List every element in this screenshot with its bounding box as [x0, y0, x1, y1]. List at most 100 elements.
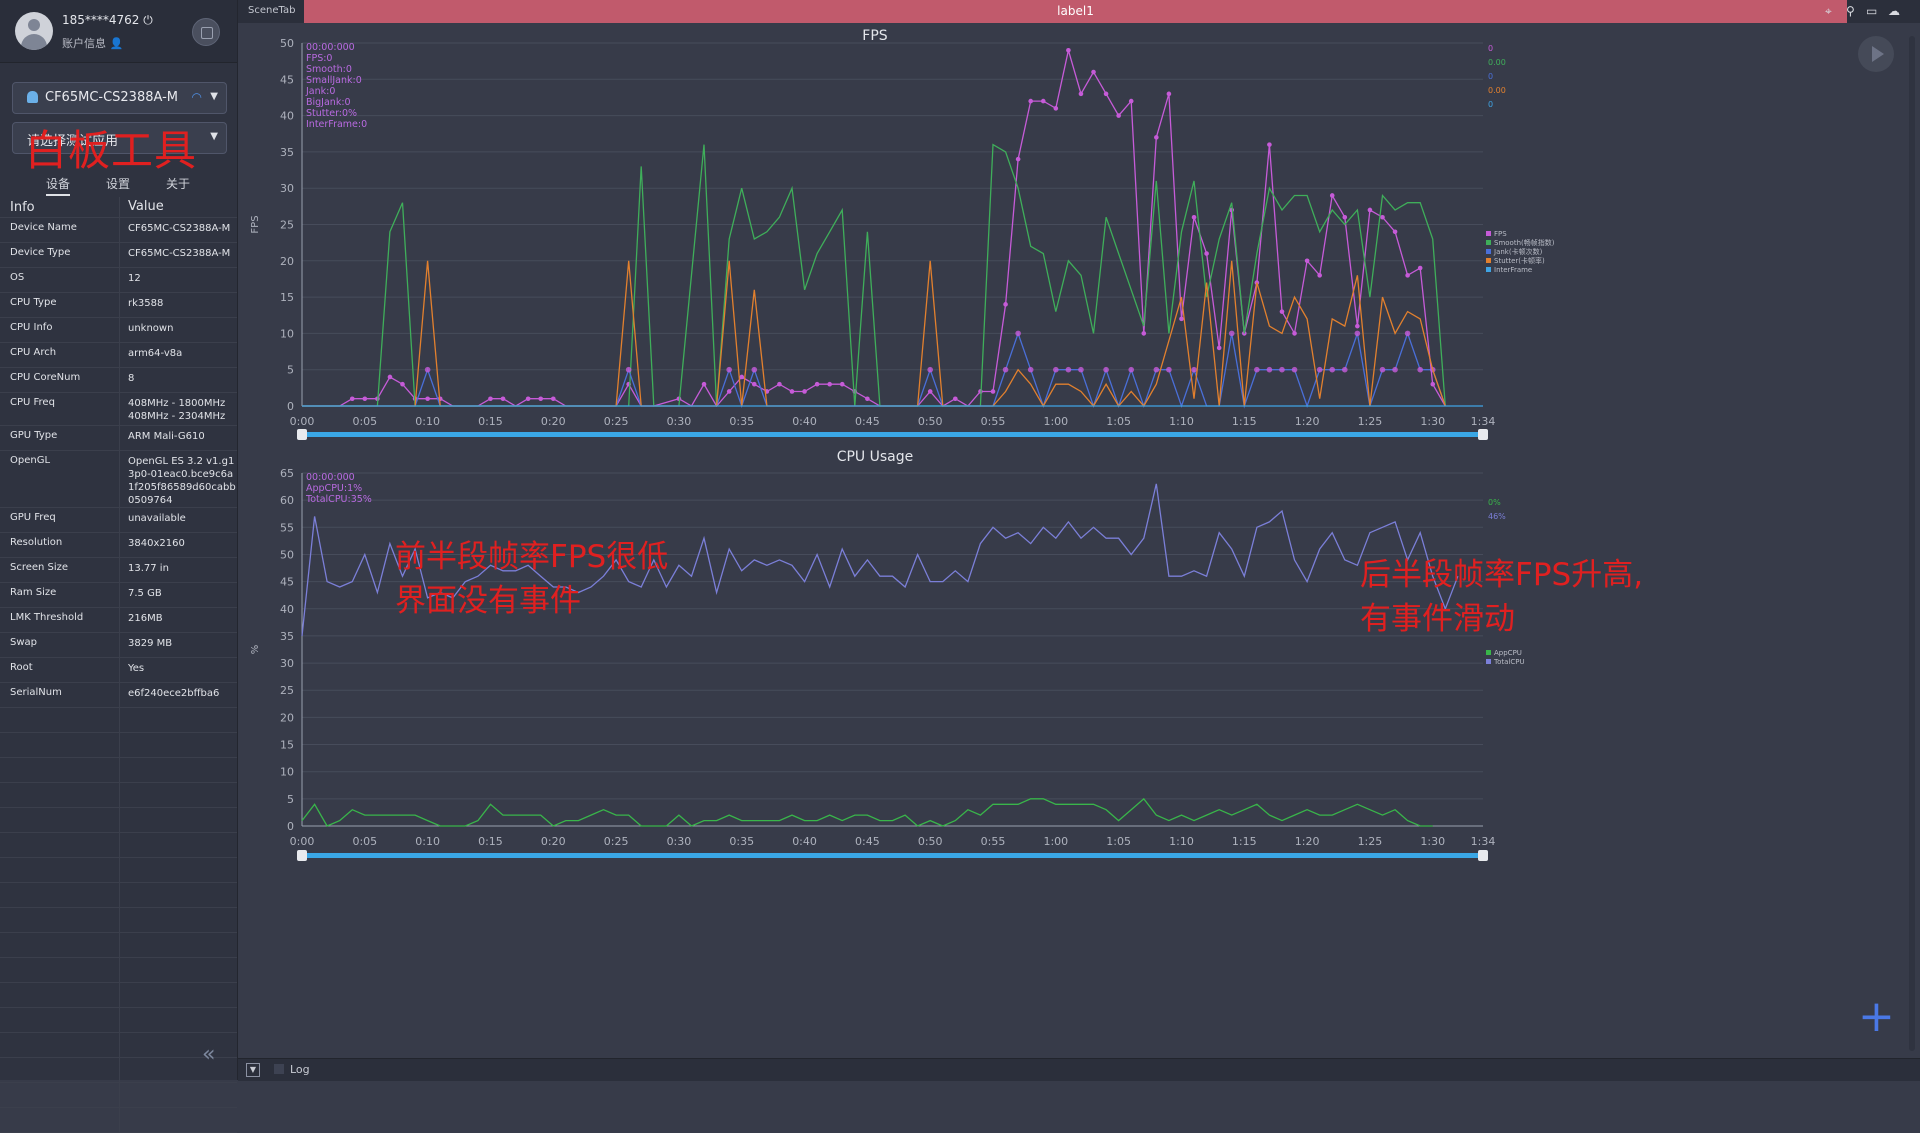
slider-handle-right — [1478, 429, 1488, 440]
data-point — [1053, 106, 1059, 111]
chevron-down-icon: ▼ — [210, 131, 218, 142]
annotation-left-line2: 界面没有事件 — [395, 583, 581, 619]
row-value: 408MHz - 1800MHz 408MHz - 2304MHz — [128, 398, 226, 422]
data-point — [1392, 229, 1398, 235]
y-tick-label: 20 — [280, 711, 294, 724]
table-row: CPU Type rk3588 — [0, 293, 237, 318]
play-button[interactable] — [1858, 36, 1894, 72]
legend-swatch — [1486, 249, 1491, 254]
data-point — [1392, 366, 1398, 373]
data-point — [1279, 366, 1285, 373]
data-point — [814, 381, 820, 387]
legend-swatch — [1486, 267, 1491, 272]
folder-icon[interactable]: ▭ — [1866, 4, 1878, 18]
table-row — [0, 1083, 237, 1108]
row-value: rk3588 — [128, 298, 164, 309]
y-tick-label: 60 — [280, 494, 294, 507]
current-value: 0 — [1488, 72, 1493, 81]
location-icon[interactable]: ⌖ — [1825, 4, 1832, 18]
current-value: 46% — [1488, 512, 1506, 521]
scene-tab-label1[interactable]: label1 — [304, 0, 1847, 23]
x-tick-label: 0:50 — [918, 835, 943, 848]
device-selector[interactable]: CF65MC-CS2388A-M ◠ ▼ — [12, 82, 227, 114]
row-key: OpenGL — [10, 455, 51, 466]
table-row — [0, 708, 237, 733]
y-tick-label: 30 — [280, 182, 294, 195]
info-readout: BigJank:0 — [306, 97, 351, 108]
y-tick-label: 0 — [287, 820, 294, 833]
x-tick-label: 1:25 — [1358, 415, 1383, 428]
x-tick-label: 1:10 — [1169, 415, 1194, 428]
x-tick-label: 0:50 — [918, 415, 943, 428]
table-row: Ram Size 7.5 GB — [0, 583, 237, 608]
row-key: SerialNum — [10, 687, 62, 698]
device-selector-value: CF65MC-CS2388A-M — [45, 90, 179, 105]
avatar[interactable] — [15, 12, 53, 50]
legend-swatch — [1486, 258, 1491, 263]
scene-tab-bar: SceneTab label1 ⌖ ⚲ ▭ ☁ — [238, 0, 1920, 23]
legend-swatch — [1486, 659, 1491, 664]
scrollbar[interactable] — [1909, 36, 1915, 1051]
add-chart-button[interactable]: + — [1858, 991, 1895, 1042]
y-tick-label: 15 — [280, 291, 294, 304]
app-selector[interactable]: 请选择测试应用 ▼ — [12, 122, 227, 154]
tab-settings[interactable]: 设置 — [106, 177, 131, 191]
user-settings-icon: 👤 — [109, 37, 124, 50]
data-point — [1015, 156, 1021, 162]
data-point — [1329, 193, 1335, 198]
x-tick-label: 0:40 — [792, 835, 817, 848]
cloud-icon[interactable]: ☁ — [1888, 4, 1900, 18]
data-point — [1003, 302, 1008, 307]
row-key: CPU Arch — [10, 347, 57, 358]
power-icon[interactable]: ⏻ — [143, 13, 153, 27]
table-row — [0, 758, 237, 783]
info-readout: Jank:0 — [305, 86, 335, 97]
table-row: Root Yes — [0, 658, 237, 683]
tab-about[interactable]: 关于 — [166, 177, 191, 191]
data-point — [1015, 330, 1021, 337]
x-tick-label: 0:20 — [541, 835, 566, 848]
sidebar: 185****4762 ⏻ 账户信息 👤 CF65MC-CS2388A-M ◠ … — [0, 0, 238, 1133]
row-value: 13.77 in — [128, 563, 169, 574]
data-point — [625, 366, 632, 373]
y-tick-label: 40 — [280, 110, 294, 123]
tab-device[interactable]: 设备 — [46, 175, 71, 196]
info-readout: AppCPU:1% — [306, 483, 362, 494]
x-tick-label: 1:34 — [1471, 415, 1496, 428]
x-tick-label: 0:55 — [981, 835, 1006, 848]
data-point — [1266, 366, 1273, 373]
annotation-right-line2: 有事件滑动 — [1360, 601, 1515, 637]
log-toggle-button[interactable]: ▼ — [246, 1063, 260, 1077]
series-line-stutter — [302, 260, 1446, 408]
current-value: 0% — [1488, 498, 1501, 507]
row-key: LMK Threshold — [10, 612, 84, 623]
data-point — [1354, 330, 1361, 337]
y-tick-label: 10 — [280, 327, 294, 340]
y-tick-label: 35 — [280, 630, 294, 643]
data-point — [751, 366, 758, 373]
x-tick-label: 1:05 — [1106, 835, 1131, 848]
row-value: arm64-v8a — [128, 348, 183, 359]
pin-icon[interactable]: ⚲ — [1846, 4, 1855, 18]
data-point — [1417, 265, 1423, 271]
info-readout: SmallJank:0 — [306, 75, 362, 86]
log-bar: ▼ Log — [238, 1058, 1920, 1081]
data-point — [1078, 91, 1084, 97]
table-row — [0, 983, 237, 1008]
collapse-sidebar-icon[interactable]: « — [202, 1042, 216, 1067]
row-key: Root — [10, 662, 33, 673]
data-point — [751, 381, 757, 387]
log-checkbox[interactable] — [274, 1064, 284, 1074]
data-point — [1404, 330, 1411, 337]
column-header-info: Info — [10, 200, 35, 215]
x-tick-label: 0:30 — [667, 415, 692, 428]
log-label: Log — [290, 1063, 310, 1076]
x-tick-label: 0:00 — [290, 835, 315, 848]
account-info-link[interactable]: 账户信息 👤 — [62, 37, 124, 50]
stop-button[interactable] — [192, 18, 220, 46]
table-row: Device Type CF65MC-CS2388A-M — [0, 243, 237, 268]
info-readout: Stutter:0% — [306, 108, 357, 119]
data-point — [1380, 214, 1385, 220]
data-point — [726, 389, 732, 394]
x-tick-label: 1:30 — [1420, 415, 1445, 428]
